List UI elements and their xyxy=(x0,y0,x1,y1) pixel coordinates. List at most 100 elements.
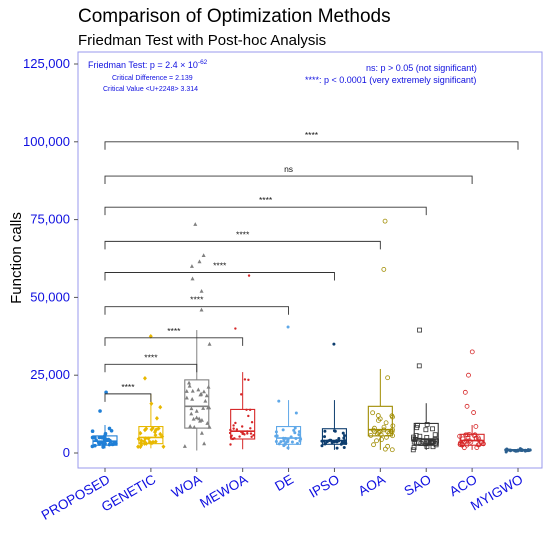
data-point xyxy=(247,414,250,418)
significance-label: **** xyxy=(305,130,319,140)
bracket-line xyxy=(104,363,198,373)
data-point xyxy=(142,376,147,381)
data-point xyxy=(199,430,204,435)
data-point xyxy=(335,446,339,450)
chart-title: Comparison of Optimization Methods xyxy=(78,6,391,27)
data-point xyxy=(203,398,208,403)
bracket-line xyxy=(104,393,152,402)
significance-label: **** xyxy=(167,326,181,336)
data-point xyxy=(323,429,327,433)
x-tick-label: MYIGWO xyxy=(468,472,526,514)
data-point xyxy=(473,424,479,429)
significance-label: **** xyxy=(236,229,250,239)
data-point xyxy=(190,276,195,281)
data-point xyxy=(385,375,391,381)
y-tick-label: 125,000 xyxy=(23,56,70,71)
data-point xyxy=(194,408,199,413)
critical-difference-text: Critical Difference = 2.139 xyxy=(112,75,193,82)
data-point xyxy=(101,441,105,446)
data-point xyxy=(190,388,195,393)
data-point xyxy=(198,392,203,397)
bracket-line xyxy=(104,272,335,281)
comparison-woa: **** xyxy=(104,352,198,373)
significance-label: **** xyxy=(144,352,158,362)
y-tick-label: 25,000 xyxy=(30,367,70,382)
data-point xyxy=(201,406,206,410)
data-point xyxy=(249,432,253,435)
data-point xyxy=(161,444,166,449)
data-point xyxy=(385,443,391,449)
bracket-line xyxy=(104,337,244,346)
significance-legend: ns: p > 0.05 (not significant) ****: p <… xyxy=(305,63,477,85)
data-point xyxy=(246,432,249,435)
y-tick-label: 0 xyxy=(63,445,70,460)
data-point xyxy=(109,428,114,433)
data-point xyxy=(290,440,294,444)
data-point xyxy=(464,403,470,409)
box-body xyxy=(230,408,256,440)
data-point xyxy=(330,441,334,445)
data-point xyxy=(196,387,201,392)
data-point xyxy=(100,435,105,440)
data-point xyxy=(466,372,471,378)
comparison-aco: ns xyxy=(104,164,473,185)
data-point xyxy=(201,389,206,394)
data-point xyxy=(386,430,392,436)
data-point xyxy=(247,378,250,382)
data-point xyxy=(424,422,430,427)
data-point xyxy=(184,395,189,400)
data-point xyxy=(189,264,194,268)
data-point xyxy=(286,446,290,450)
data-point xyxy=(471,433,477,438)
data-point xyxy=(187,383,192,388)
data-point xyxy=(342,446,346,450)
data-point xyxy=(343,434,347,438)
box-body xyxy=(138,425,164,445)
bracket-line xyxy=(104,141,519,150)
data-point xyxy=(430,426,435,432)
data-point xyxy=(207,341,212,346)
data-point xyxy=(389,447,395,453)
data-point xyxy=(204,393,209,398)
box-de xyxy=(274,325,303,450)
data-point xyxy=(153,439,158,444)
bracket-line xyxy=(104,306,290,315)
data-point xyxy=(240,393,243,396)
data-point xyxy=(250,421,254,424)
box-body xyxy=(276,425,302,445)
data-point xyxy=(234,421,237,425)
data-point xyxy=(292,428,296,432)
comparison-mewoa: **** xyxy=(104,326,244,346)
data-point xyxy=(293,426,297,430)
data-point xyxy=(158,404,163,410)
data-point xyxy=(154,427,159,433)
data-point xyxy=(384,434,389,440)
comparison-brackets: **** **** **** **** **** **** **** ns **** xyxy=(104,130,519,402)
data-point xyxy=(423,427,429,433)
data-point xyxy=(286,325,290,329)
data-point xyxy=(371,442,376,448)
data-point xyxy=(136,444,141,450)
data-point xyxy=(416,363,422,369)
data-point xyxy=(198,418,203,423)
data-point xyxy=(148,334,153,339)
data-point xyxy=(142,427,147,433)
y-tick-label: 75,000 xyxy=(30,212,70,227)
significance-label: **** xyxy=(259,195,273,205)
data-point xyxy=(202,441,207,446)
data-point xyxy=(294,411,298,415)
y-tick-label: 100,000 xyxy=(23,134,70,149)
data-point xyxy=(417,327,422,333)
data-point xyxy=(188,424,193,428)
bracket-line xyxy=(104,175,473,185)
data-point xyxy=(194,415,199,420)
box-body xyxy=(184,379,210,429)
x-tick-label: ACO xyxy=(447,472,480,500)
data-point xyxy=(370,410,376,416)
data-point xyxy=(341,431,345,435)
x-tick-label: MEWOA xyxy=(197,472,250,511)
data-point xyxy=(297,433,301,437)
significance-label: **** xyxy=(121,382,135,392)
data-point xyxy=(381,266,387,272)
box-ipso xyxy=(320,342,348,450)
